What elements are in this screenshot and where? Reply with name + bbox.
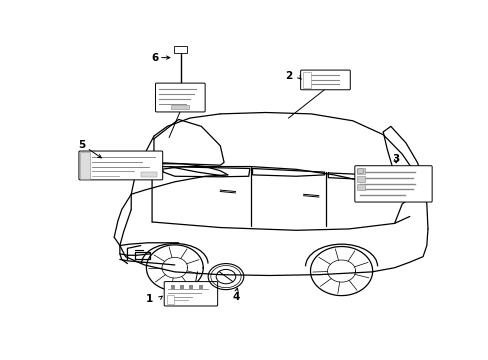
Bar (357, 168, 364, 174)
FancyBboxPatch shape (164, 282, 217, 306)
Bar (173, 46, 187, 53)
FancyBboxPatch shape (300, 70, 349, 90)
Bar (166, 296, 174, 304)
Text: 3: 3 (392, 154, 399, 164)
Text: 5: 5 (78, 140, 85, 150)
Bar (303, 72, 310, 88)
Bar (357, 176, 364, 182)
FancyBboxPatch shape (155, 83, 205, 112)
Bar (80, 152, 90, 179)
Bar (170, 105, 188, 109)
Bar (357, 184, 364, 190)
Bar (141, 172, 157, 177)
Text: 1: 1 (146, 293, 153, 303)
Text: 4: 4 (232, 292, 240, 302)
Text: 6: 6 (151, 53, 159, 63)
Text: 2: 2 (285, 71, 291, 81)
FancyBboxPatch shape (79, 151, 163, 180)
FancyBboxPatch shape (354, 166, 431, 202)
